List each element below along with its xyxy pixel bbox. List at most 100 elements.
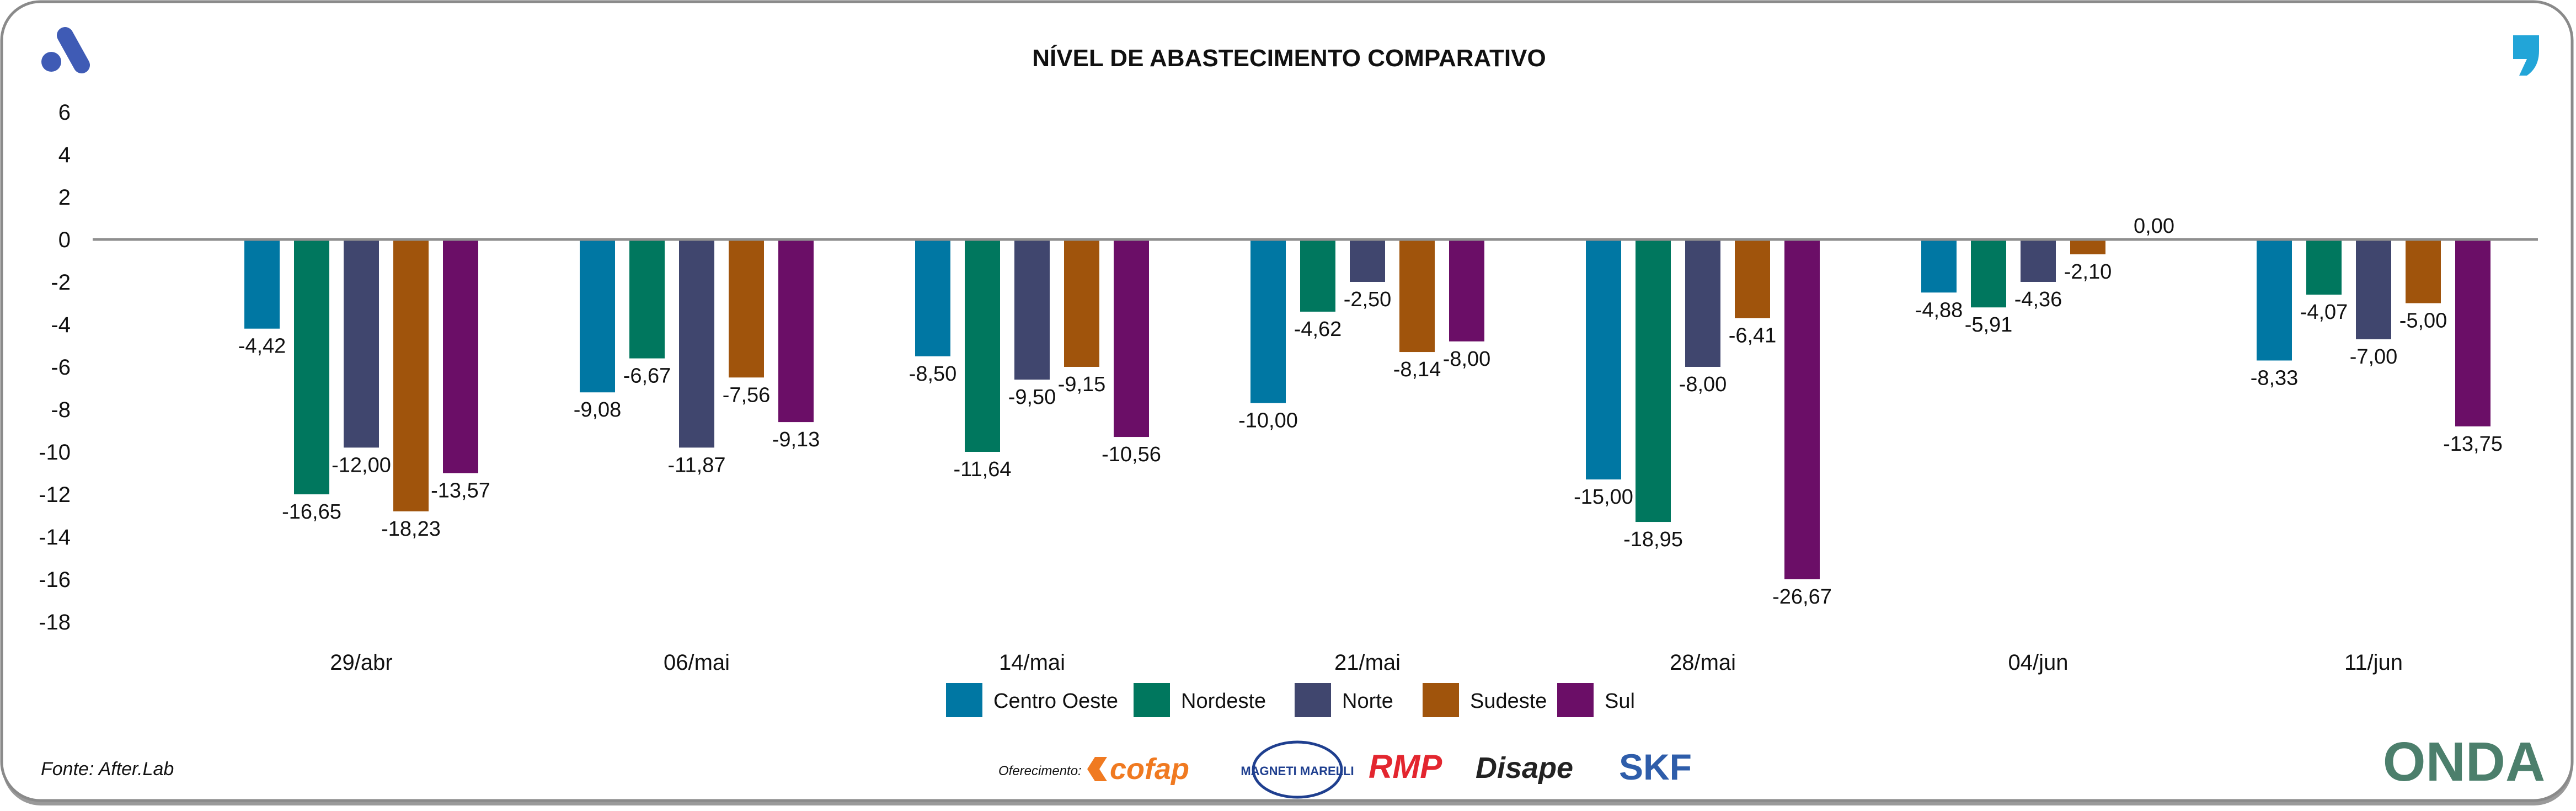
x-tick-label: 11/jun <box>2344 650 2403 675</box>
svg-text:MAGNETI MARELLI: MAGNETI MARELLI <box>1241 764 1354 778</box>
data-label: -12,00 <box>332 453 391 477</box>
y-axis: 6 4 2 0 -2 -4 -6 -8 -10 -12 -14 -16 -18 <box>39 100 71 634</box>
bar-nordeste <box>1971 239 2006 308</box>
onda-logo: ONDA <box>2383 731 2545 793</box>
data-label: -2,50 <box>1344 288 1392 311</box>
bar-centro-oeste <box>2257 239 2292 361</box>
data-label: -13,75 <box>2443 433 2503 456</box>
bar-nordeste <box>629 239 665 359</box>
bar-centro-oeste <box>580 239 615 393</box>
data-label: -9,13 <box>772 428 820 451</box>
data-label: -9,50 <box>1008 386 1056 409</box>
data-label: -16,65 <box>282 500 341 524</box>
bar-norte <box>2021 239 2056 282</box>
data-label: -8,50 <box>909 362 957 386</box>
y-tick-label: 4 <box>58 143 71 167</box>
bar-centro-oeste <box>244 239 280 329</box>
bar-sudeste <box>1399 239 1435 353</box>
after-lab-logo-icon <box>41 27 90 73</box>
source-note: Fonte: After.Lab <box>41 759 174 780</box>
data-label: -10,56 <box>1102 443 1161 466</box>
comma-logo-icon <box>2513 35 2539 76</box>
chart-title: NÍVEL DE ABASTECIMENTO COMPARATIVO <box>1032 44 1546 72</box>
svg-text:ONDA: ONDA <box>2383 731 2545 793</box>
bar-norte <box>1014 239 1050 380</box>
bar-norte <box>2356 239 2391 339</box>
x-tick-label: 14/mai <box>999 650 1065 675</box>
data-label: -13,57 <box>431 479 490 503</box>
data-label: -18,23 <box>381 517 441 541</box>
data-label: -4,07 <box>2300 301 2348 324</box>
bar-centro-oeste <box>1921 239 1957 293</box>
data-label: -26,67 <box>1772 585 1832 609</box>
sponsor-label: Oferecimento: <box>998 764 1082 778</box>
x-tick-label: 29/abr <box>330 650 392 675</box>
legend-label: Centro Oeste <box>993 690 1118 713</box>
bar-centro-oeste <box>1250 239 1286 403</box>
y-tick-label: -16 <box>39 568 71 592</box>
data-label: -11,87 <box>668 453 726 477</box>
x-tick-label: 28/mai <box>1670 650 1736 675</box>
rmp-logo: RMP <box>1369 748 1442 785</box>
bar-sudeste <box>2406 239 2441 303</box>
legend-label: Sul <box>1605 690 1635 713</box>
bar-sudeste <box>393 239 429 511</box>
data-label: -15,00 <box>1574 485 1633 509</box>
bar-sul <box>443 239 478 473</box>
data-label: -5,00 <box>2399 310 2447 333</box>
bar-sul <box>1784 239 1820 579</box>
legend-swatch <box>946 683 982 717</box>
y-tick-label: -4 <box>51 313 71 337</box>
svg-text:cofap: cofap <box>1110 753 1189 786</box>
y-tick-label: 2 <box>58 185 71 210</box>
bar-centro-oeste <box>915 239 950 356</box>
data-label: -6,41 <box>1729 324 1777 347</box>
y-tick-label: -2 <box>51 270 71 295</box>
x-tick-label: 06/mai <box>664 650 730 675</box>
bar-sudeste <box>1735 239 1770 318</box>
bar-sul <box>1114 239 1149 437</box>
bar-norte <box>1350 239 1385 282</box>
y-tick-label: 0 <box>58 228 71 252</box>
bar-norte <box>679 239 714 448</box>
y-tick-label: -8 <box>51 398 71 422</box>
magneti-marelli-logo: MAGNETI MARELLI <box>1241 740 1354 799</box>
bar-sudeste <box>729 239 764 378</box>
legend-label: Norte <box>1342 690 1393 713</box>
bars: -4,42 -16,65 -12,00 -18,23 -13,57 -9,08-6,67 -… <box>238 215 2503 609</box>
disape-logo: Disape <box>1476 751 1573 785</box>
bar-sul <box>1449 239 1484 342</box>
bar-nordeste <box>965 239 1000 452</box>
y-tick-label: -12 <box>39 483 71 507</box>
legend-swatch <box>1423 683 1459 717</box>
data-label: -8,33 <box>2251 366 2299 390</box>
y-tick-label: -14 <box>39 525 71 549</box>
bar-norte <box>1685 239 1720 367</box>
data-label: -5,91 <box>1965 313 2013 337</box>
skf-logo: SKF <box>1619 746 1692 787</box>
bar-sul <box>2455 239 2491 426</box>
svg-text:RMP: RMP <box>1369 748 1442 785</box>
bar-sudeste <box>2070 239 2105 254</box>
data-label: -11,64 <box>954 458 1012 481</box>
bar-centro-oeste <box>1586 239 1621 480</box>
svg-text:Disape: Disape <box>1476 751 1573 785</box>
legend: Centro Oeste Nordeste Norte Sudeste Sul <box>946 683 1635 717</box>
data-label: -9,08 <box>574 398 622 421</box>
data-label: -4,42 <box>238 335 286 358</box>
bar-nordeste <box>1300 239 1335 312</box>
data-label: -6,67 <box>623 365 671 388</box>
x-tick-label: 04/jun <box>2008 650 2069 675</box>
y-tick-label: -10 <box>39 440 71 465</box>
x-axis: 29/abr 06/mai 14/mai 21/mai 28/mai 04/jun 11/j… <box>330 650 2403 675</box>
bar-norte <box>344 239 379 448</box>
data-label: -8,00 <box>1679 373 1727 396</box>
data-label: -9,15 <box>1058 373 1106 396</box>
data-label: -8,00 <box>1443 348 1491 371</box>
y-tick-label: 6 <box>58 100 71 125</box>
cofap-logo: cofap <box>1087 753 1189 786</box>
data-label: -10,00 <box>1238 409 1298 432</box>
data-label: -18,95 <box>1623 528 1683 551</box>
